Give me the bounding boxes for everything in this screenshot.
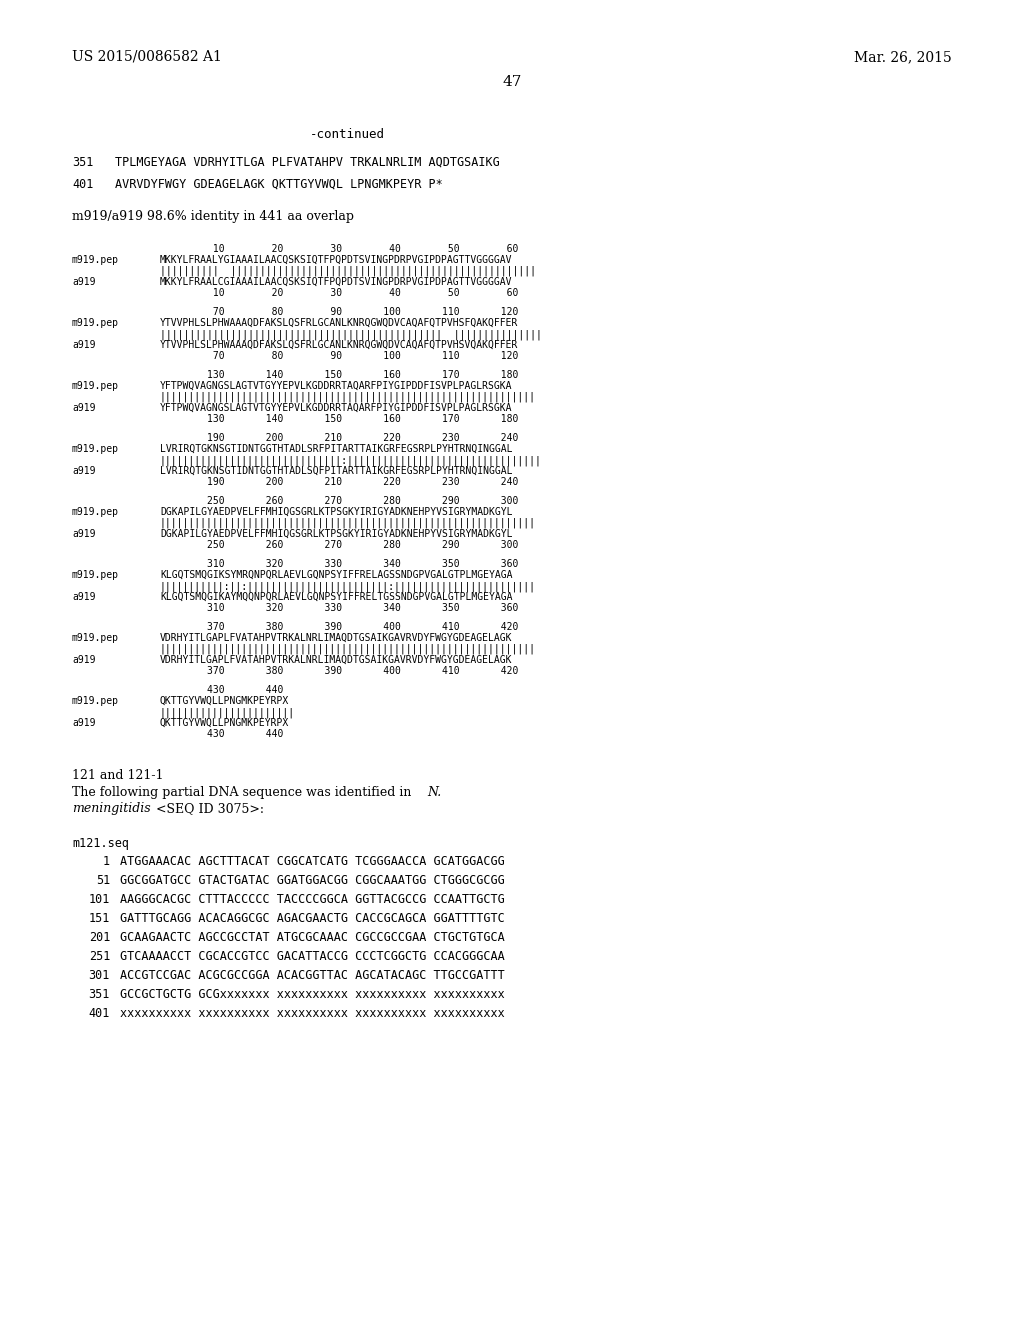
Text: QKTTGYVWQLLPNGMKPEYRPX: QKTTGYVWQLLPNGMKPEYRPX <box>160 696 289 706</box>
Text: 370       380       390       400       410       420: 370 380 390 400 410 420 <box>160 622 518 632</box>
Text: GCCGCTGCTG GCGxxxxxxx xxxxxxxxxx xxxxxxxxxx xxxxxxxxxx: GCCGCTGCTG GCGxxxxxxx xxxxxxxxxx xxxxxxx… <box>120 987 505 1001</box>
Text: YFTPWQVAGNGSLAGTVTGYYEPVLKGDDRRTAQARFPIYGIPDDFISVPLPAGLRSGKA: YFTPWQVAGNGSLAGTVTGYYEPVLKGDDRRTAQARFPIY… <box>160 403 512 413</box>
Text: MKKYLFRAALCGIAAAILAACQSKSIQTFPQPDTSVINGPDRPVGIPDPAGTTVGGGGAV: MKKYLFRAALCGIAAAILAACQSKSIQTFPQPDTSVINGP… <box>160 277 512 286</box>
Text: m919.pep: m919.pep <box>72 507 119 517</box>
Text: VDRHYITLGAPLFVATAHPVTRKALNRLIMAQDTGSAIKGAVRVDYFWGYGDEAGELAGK: VDRHYITLGAPLFVATAHPVTRKALNRLIMAQDTGSAIKG… <box>160 634 512 643</box>
Text: QKTTGYVWQLLPNGMKPEYRPX: QKTTGYVWQLLPNGMKPEYRPX <box>160 718 289 729</box>
Text: 190       200       210       220       230       240: 190 200 210 220 230 240 <box>160 433 518 444</box>
Text: 121 and 121-1: 121 and 121-1 <box>72 770 164 781</box>
Text: ||||||||||||||||||||||||||||||||||||||||||||||||||||||||||||||||: ||||||||||||||||||||||||||||||||||||||||… <box>160 644 536 655</box>
Text: m919.pep: m919.pep <box>72 444 119 454</box>
Text: a919: a919 <box>72 591 95 602</box>
Text: a919: a919 <box>72 529 95 539</box>
Text: ACCGTCCGAC ACGCGCCGGA ACACGGTTAC AGCATACAGC TTGCCGATTT: ACCGTCCGAC ACGCGCCGGA ACACGGTTAC AGCATAC… <box>120 969 505 982</box>
Text: 101: 101 <box>89 894 110 906</box>
Text: 430       440: 430 440 <box>160 729 284 739</box>
Text: ||||||||||  ||||||||||||||||||||||||||||||||||||||||||||||||||||: |||||||||| |||||||||||||||||||||||||||||… <box>160 267 536 276</box>
Text: GTCAAAACCT CGCACCGTCC GACATTACCG CCCTCGGCTG CCACGGGCAA: GTCAAAACCT CGCACCGTCC GACATTACCG CCCTCGG… <box>120 950 505 964</box>
Text: m919.pep: m919.pep <box>72 570 119 579</box>
Text: MKKYLFRAALYGIAAAILAACQSKSIQTFPQPDTSVINGPDRPVGIPDPAGTTVGGGGAV: MKKYLFRAALYGIAAAILAACQSKSIQTFPQPDTSVINGP… <box>160 255 512 265</box>
Text: m919.pep: m919.pep <box>72 318 119 327</box>
Text: YTVVPHLSLPHWAAAQDFAKSLQSFRLGCANLKNRQGWQDVCAQAFQTPVHSVQAKQFFER: YTVVPHLSLPHWAAAQDFAKSLQSFRLGCANLKNRQGWQD… <box>160 341 518 350</box>
Text: GATTTGCAGG ACACAGGCGC AGACGAACTG CACCGCAGCA GGATTTTGTC: GATTTGCAGG ACACAGGCGC AGACGAACTG CACCGCA… <box>120 912 505 925</box>
Text: 250       260       270       280       290       300: 250 260 270 280 290 300 <box>160 496 518 506</box>
Text: xxxxxxxxxx xxxxxxxxxx xxxxxxxxxx xxxxxxxxxx xxxxxxxxxx: xxxxxxxxxx xxxxxxxxxx xxxxxxxxxx xxxxxxx… <box>120 1007 505 1020</box>
Text: YTVVPHLSLPHWAAAQDFAKSLQSFRLGCANLKNRQGWQDVCAQAFQTPVHSFQAKQFFER: YTVVPHLSLPHWAAAQDFAKSLQSFRLGCANLKNRQGWQD… <box>160 318 518 327</box>
Text: a919: a919 <box>72 655 95 665</box>
Text: 310       320       330       340       350       360: 310 320 330 340 350 360 <box>160 558 518 569</box>
Text: 250       260       270       280       290       300: 250 260 270 280 290 300 <box>160 540 518 550</box>
Text: The following partial DNA sequence was identified in: The following partial DNA sequence was i… <box>72 785 416 799</box>
Text: 51: 51 <box>96 874 110 887</box>
Text: m121.seq: m121.seq <box>72 837 129 850</box>
Text: 1: 1 <box>102 855 110 869</box>
Text: m919/a919 98.6% identity in 441 aa overlap: m919/a919 98.6% identity in 441 aa overl… <box>72 210 354 223</box>
Text: 130       140       150       160       170       180: 130 140 150 160 170 180 <box>160 414 518 424</box>
Text: LVRIRQTGKNSGTIDNTGGTHTADLSRFPITARTTAIKGRFEGSRPLPYHTRNQINGGAL: LVRIRQTGKNSGTIDNTGGTHTADLSRFPITARTTAIKGR… <box>160 444 512 454</box>
Text: 430       440: 430 440 <box>160 685 284 696</box>
Text: m919.pep: m919.pep <box>72 255 119 265</box>
Text: 10        20        30        40        50        60: 10 20 30 40 50 60 <box>160 244 518 253</box>
Text: VDRHYITLGAPLFVATAHPVTRKALNRLIMAQDTGSAIKGAVRVDYFWGYGDEAGELAGK: VDRHYITLGAPLFVATAHPVTRKALNRLIMAQDTGSAIKG… <box>160 655 512 665</box>
Text: a919: a919 <box>72 341 95 350</box>
Text: AVRVDYFWGY GDEAGELAGK QKTTGYVWQL LPNGMKPEYR P*: AVRVDYFWGY GDEAGELAGK QKTTGYVWQL LPNGMKP… <box>115 178 442 191</box>
Text: US 2015/0086582 A1: US 2015/0086582 A1 <box>72 50 222 63</box>
Text: KLGQTSMQGIKAYMQQNPQRLAEVLGQNPSYIFFRELTGSSNDGPVGALGTPLMGEYAGA: KLGQTSMQGIKAYMQQNPQRLAEVLGQNPSYIFFRELTGS… <box>160 591 512 602</box>
Text: 10        20        30        40        50        60: 10 20 30 40 50 60 <box>160 288 518 298</box>
Text: |||||||||||||||||||||||: ||||||||||||||||||||||| <box>160 708 295 718</box>
Text: -continued: -continued <box>310 128 385 141</box>
Text: 151: 151 <box>89 912 110 925</box>
Text: 130       140       150       160       170       180: 130 140 150 160 170 180 <box>160 370 518 380</box>
Text: a919: a919 <box>72 277 95 286</box>
Text: a919: a919 <box>72 403 95 413</box>
Text: 301: 301 <box>89 969 110 982</box>
Text: KLGQTSMQGIKSYMRQNPQRLAEVLGQNPSYIFFRELAGSSNDGPVGALGTPLMGEYAGA: KLGQTSMQGIKSYMRQNPQRLAEVLGQNPSYIFFRELAGS… <box>160 570 512 579</box>
Text: TPLMGEYAGA VDRHYITLGA PLFVATAHPV TRKALNRLIM AQDTGSAIKG: TPLMGEYAGA VDRHYITLGA PLFVATAHPV TRKALNR… <box>115 156 500 169</box>
Text: LVRIRQTGKNSGTIDNTGGTHTADLSQFPITARTTAIKGRFEGSRPLPYHTRNQINGGAL: LVRIRQTGKNSGTIDNTGGTHTADLSQFPITARTTAIKGR… <box>160 466 512 477</box>
Text: N.: N. <box>427 785 441 799</box>
Text: a919: a919 <box>72 466 95 477</box>
Text: <SEQ ID 3075>:: <SEQ ID 3075>: <box>152 803 264 814</box>
Text: ||||||||||||||||||||||||||||||||||||||||||||||||  |||||||||||||||: ||||||||||||||||||||||||||||||||||||||||… <box>160 329 542 339</box>
Text: 251: 251 <box>89 950 110 964</box>
Text: AAGGGCACGC CTTTACCCCC TACCCCGGCA GGTTACGCCG CCAATTGCTG: AAGGGCACGC CTTTACCCCC TACCCCGGCA GGTTACG… <box>120 894 505 906</box>
Text: ||||||||||||||||||||||||||||||||||||||||||||||||||||||||||||||||: ||||||||||||||||||||||||||||||||||||||||… <box>160 517 536 528</box>
Text: 70        80        90       100       110       120: 70 80 90 100 110 120 <box>160 308 518 317</box>
Text: m919.pep: m919.pep <box>72 634 119 643</box>
Text: YFTPWQVAGNGSLAGTVTGYYEPVLKGDDRRTAQARFPIYGIPDDFISVPLPAGLRSGKA: YFTPWQVAGNGSLAGTVTGYYEPVLKGDDRRTAQARFPIY… <box>160 381 512 391</box>
Text: m919.pep: m919.pep <box>72 696 119 706</box>
Text: 201: 201 <box>89 931 110 944</box>
Text: 70        80        90       100       110       120: 70 80 90 100 110 120 <box>160 351 518 360</box>
Text: 190       200       210       220       230       240: 190 200 210 220 230 240 <box>160 477 518 487</box>
Text: DGKAPILGYAEDPVELFFMHIQGSGRLKTPSGKYIRIGYADKNEHPYVSIGRYMADKGYL: DGKAPILGYAEDPVELFFMHIQGSGRLKTPSGKYIRIGYA… <box>160 507 512 517</box>
Text: 310       320       330       340       350       360: 310 320 330 340 350 360 <box>160 603 518 612</box>
Text: m919.pep: m919.pep <box>72 381 119 391</box>
Text: |||||||||||:||:||||||||||||||||||||||||:||||||||||||||||||||||||: |||||||||||:||:||||||||||||||||||||||||:… <box>160 581 536 591</box>
Text: DGKAPILGYAEDPVELFFMHIQGSGRLKTPSGKYIRIGYADKNEHPYVSIGRYMADKGYL: DGKAPILGYAEDPVELFFMHIQGSGRLKTPSGKYIRIGYA… <box>160 529 512 539</box>
Text: a919: a919 <box>72 718 95 729</box>
Text: ||||||||||||||||||||||||||||||||||||||||||||||||||||||||||||||||: ||||||||||||||||||||||||||||||||||||||||… <box>160 392 536 403</box>
Text: GGCGGATGCC GTACTGATAC GGATGGACGG CGGCAAATGG CTGGGCGCGG: GGCGGATGCC GTACTGATAC GGATGGACGG CGGCAAA… <box>120 874 505 887</box>
Text: 401: 401 <box>72 178 93 191</box>
Text: 351: 351 <box>89 987 110 1001</box>
Text: |||||||||||||||||||||||||||||||:|||||||||||||||||||||||||||||||||: |||||||||||||||||||||||||||||||:||||||||… <box>160 455 542 466</box>
Text: 401: 401 <box>89 1007 110 1020</box>
Text: meningitidis: meningitidis <box>72 803 151 814</box>
Text: 370       380       390       400       410       420: 370 380 390 400 410 420 <box>160 667 518 676</box>
Text: 351: 351 <box>72 156 93 169</box>
Text: Mar. 26, 2015: Mar. 26, 2015 <box>854 50 952 63</box>
Text: GCAAGAACTC AGCCGCCTAT ATGCGCAAAC CGCCGCCGAA CTGCTGTGCA: GCAAGAACTC AGCCGCCTAT ATGCGCAAAC CGCCGCC… <box>120 931 505 944</box>
Text: ATGGAAACAC AGCTTTACAT CGGCATCATG TCGGGAACCA GCATGGACGG: ATGGAAACAC AGCTTTACAT CGGCATCATG TCGGGAA… <box>120 855 505 869</box>
Text: 47: 47 <box>503 75 521 88</box>
